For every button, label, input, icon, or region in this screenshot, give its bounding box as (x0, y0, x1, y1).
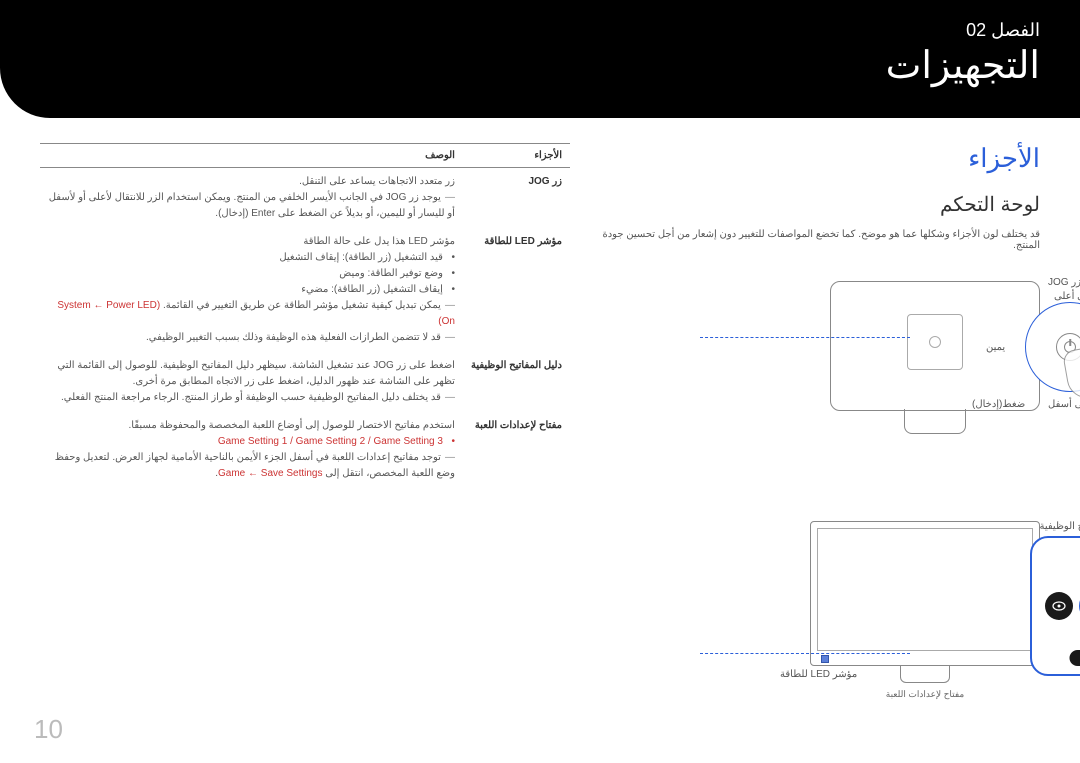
chapter-number: الفصل 02 (40, 20, 1040, 41)
fn-return-label: Return (1069, 650, 1080, 666)
led-indicator-illustration (821, 655, 829, 663)
fn-icon-eye (1045, 592, 1073, 620)
parts-table-column: الأجزاء الوصف زر JOG زر متعدد الاتجاهات … (40, 143, 570, 741)
jog-right-label: يمين (986, 342, 1005, 353)
chapter-header: الفصل 02 التجهيزات (0, 0, 1080, 118)
diagram-area: زر JOG إلى أعلى يمين يسار إلى أسفل ضغط(إ… (600, 281, 1040, 741)
jog-callout: زر JOG إلى أعلى يمين يسار إلى أسفل ضغط(إ… (1010, 287, 1080, 407)
table-row: مؤشر LED للطاقة مؤشر LED هذا يدل على حال… (40, 228, 570, 352)
jog-press-label: ضغط(إدخال) (972, 399, 1025, 410)
function-guide-label: دليل المفاتيح الوظيفية (1010, 521, 1080, 532)
col-desc: الوصف (40, 144, 463, 168)
led-label: مؤشر LED للطاقة (780, 669, 857, 680)
monitor-front-illustration: مفتاح لإعدادات اللعبة (810, 521, 1040, 666)
chapter-title: التجهيزات (40, 43, 1040, 88)
function-key-guide: دليل المفاتيح الوظيفية (1010, 521, 1080, 676)
table-row: زر JOG زر متعدد الاتجاهات يساعد على التن… (40, 168, 570, 229)
jog-title-label: زر JOG (1048, 277, 1080, 288)
monitor-rear-illustration (830, 281, 1040, 411)
parts-table: الأجزاء الوصف زر JOG زر متعدد الاتجاهات … (40, 143, 570, 488)
page-number: 10 (34, 714, 63, 745)
disclaimer-note: قد يختلف لون الأجزاء وشكلها عما هو موضح.… (600, 229, 1040, 251)
jog-down-label: إلى أسفل (1048, 399, 1080, 410)
game-key-label: مفتاح لإعدادات اللعبة (886, 689, 964, 700)
jog-up-label: إلى أعلى (1054, 291, 1080, 302)
col-parts: الأجزاء (463, 144, 570, 168)
section-panel-heading: لوحة التحكم (600, 192, 1040, 217)
section-parts-heading: الأجزاء (600, 143, 1040, 174)
table-row: دليل المفاتيح الوظيفية اضغط على زر JOG ع… (40, 352, 570, 412)
table-row: مفتاح لإعدادات اللعبة استخدم مفاتيح الاخ… (40, 412, 570, 488)
diagram-column: الأجزاء لوحة التحكم قد يختلف لون الأجزاء… (600, 143, 1040, 741)
